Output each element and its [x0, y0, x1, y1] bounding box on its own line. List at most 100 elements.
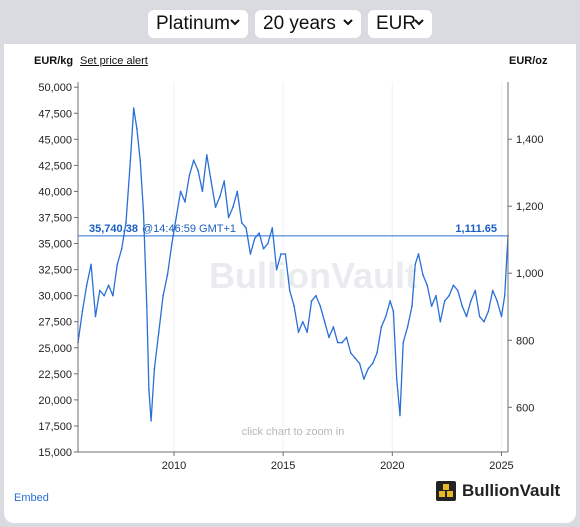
price-point [166, 274, 169, 276]
metal-select-value: Platinum [156, 13, 230, 34]
zoom-hint: click chart to zoom in [242, 426, 345, 438]
price-point [500, 315, 503, 318]
price-point [148, 388, 150, 391]
price-point [240, 221, 243, 224]
price-point [99, 289, 101, 292]
price-point [107, 284, 110, 287]
price-point [162, 294, 164, 297]
period-select[interactable]: 20 years [255, 10, 361, 38]
price-point [94, 315, 97, 318]
metal-select[interactable]: Platinum [148, 10, 248, 38]
y-left-tick-label: 40,000 [38, 186, 72, 198]
price-point [417, 253, 420, 255]
y-left-tick-label: 22,500 [38, 369, 72, 381]
price-point [184, 201, 186, 203]
price-point [448, 294, 450, 297]
embed-link[interactable]: Embed [14, 492, 49, 504]
currency-select[interactable]: EUR [368, 10, 432, 38]
current-price-oz: 1,111.65 [455, 223, 497, 235]
price-point [443, 300, 446, 302]
y-left-tick-label: 32,500 [38, 265, 72, 277]
price-point [380, 326, 383, 328]
price-point [227, 216, 230, 219]
price-point [90, 263, 92, 266]
price-point [439, 320, 442, 323]
y-left-tick-label: 45,000 [38, 134, 72, 146]
y-right-tick-label: 600 [516, 402, 534, 414]
price-point [341, 341, 343, 344]
price-point [150, 419, 152, 422]
y-right-tick-label: 1,400 [516, 134, 544, 146]
price-point [145, 305, 148, 307]
y-left-tick-label: 37,500 [38, 212, 72, 224]
price-point [205, 154, 208, 156]
price-point [142, 211, 145, 214]
price-point [262, 247, 265, 250]
price-point [179, 190, 182, 193]
price-point [376, 352, 378, 354]
price-point [139, 159, 142, 161]
price-point [302, 320, 304, 323]
price-point [210, 180, 212, 182]
price-point [483, 320, 485, 323]
price-point [367, 367, 370, 370]
y-left-tick-label: 25,000 [38, 343, 72, 355]
price-point [297, 331, 300, 333]
price-point [395, 378, 398, 380]
price-point [153, 367, 156, 370]
chevron-down-icon [414, 19, 424, 26]
brand-name: BullionVault [462, 481, 561, 500]
price-point [188, 175, 191, 177]
bullionvault-logo[interactable]: BullionVault [434, 478, 568, 504]
y-left-tick-label: 47,500 [38, 108, 72, 120]
y-left-tick-label: 20,000 [38, 395, 72, 407]
price-point [112, 294, 114, 297]
price-point [426, 284, 429, 287]
price-point [192, 159, 195, 161]
price-point [236, 190, 239, 193]
set-price-alert-link[interactable]: Set price alert [80, 55, 148, 67]
price-point [470, 300, 472, 302]
price-point [411, 305, 413, 307]
price-point [363, 378, 365, 380]
price-point [258, 232, 260, 234]
price-point [345, 336, 348, 339]
price-point [503, 294, 506, 297]
watermark-text: BullionVault [209, 255, 417, 296]
price-point [171, 242, 173, 245]
price-point [288, 289, 291, 292]
price-point [85, 284, 88, 287]
price-point [214, 206, 217, 208]
price-point [402, 341, 405, 344]
price-point [81, 310, 84, 313]
y-right-tick-label: 800 [516, 335, 534, 347]
price-point [461, 305, 463, 307]
price-point [201, 190, 204, 193]
price-point [275, 268, 278, 271]
price-point [267, 242, 269, 245]
price-point [271, 227, 274, 229]
price-point [280, 253, 282, 255]
current-price-time: @14:46:59 GMT+1 [142, 223, 236, 235]
y-left-tick-label: 42,500 [38, 160, 72, 172]
price-point [254, 237, 256, 240]
price-point [399, 414, 401, 417]
price-point [125, 221, 127, 224]
x-tick-label: 2015 [271, 460, 295, 472]
price-point [223, 180, 226, 182]
chevron-down-icon [343, 19, 353, 26]
plot-area[interactable] [78, 82, 508, 452]
price-point [406, 326, 409, 328]
price-point [478, 315, 481, 318]
y-left-tick-label: 35,000 [38, 239, 72, 251]
x-tick-label: 2010 [162, 460, 186, 472]
price-point [116, 263, 119, 266]
price-point [315, 294, 317, 297]
price-point [332, 326, 335, 328]
price-point [103, 294, 105, 297]
y-left-tick-label: 50,000 [38, 82, 72, 94]
price-point [350, 352, 352, 354]
price-point [371, 362, 374, 365]
price-point [284, 253, 287, 255]
